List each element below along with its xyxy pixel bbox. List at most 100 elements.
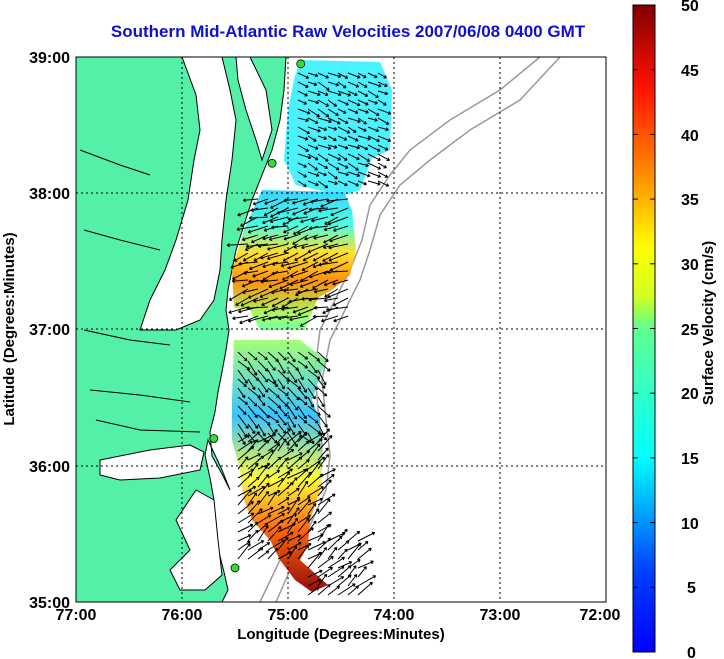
velocity-vector xyxy=(367,108,380,116)
velocity-vector xyxy=(247,508,263,524)
velocity-vector xyxy=(247,453,261,461)
velocity-vector xyxy=(307,369,321,380)
velocity-vector xyxy=(267,469,281,479)
velocity-vector xyxy=(337,565,352,578)
velocity-vector xyxy=(267,526,282,542)
velocity-vector xyxy=(347,530,361,542)
velocity-vector xyxy=(247,315,269,323)
velocity-vector xyxy=(317,117,332,124)
velocity-vector xyxy=(267,491,278,506)
velocity-vector xyxy=(377,72,387,79)
velocity-vector xyxy=(307,432,323,443)
velocity-vector xyxy=(327,99,338,107)
x-tick-label: 77:00 xyxy=(56,607,97,624)
velocity-vector xyxy=(300,216,319,224)
velocity-vector xyxy=(297,378,307,393)
velocity-vector xyxy=(347,126,357,133)
velocity-vector xyxy=(287,432,298,448)
velocity-vector xyxy=(228,306,249,314)
velocity-vector xyxy=(377,117,390,125)
velocity-vector xyxy=(237,512,255,524)
velocity-vector xyxy=(327,270,349,275)
velocity-vector xyxy=(317,405,331,418)
velocity-vector xyxy=(317,479,332,497)
velocity-vector xyxy=(307,99,320,105)
velocity-vector xyxy=(297,171,307,178)
velocity-vector xyxy=(317,360,331,372)
velocity-vector xyxy=(307,351,321,362)
velocity-vector xyxy=(247,486,266,497)
velocity-vector xyxy=(236,225,259,232)
velocity-vector xyxy=(313,288,329,294)
velocity-vector xyxy=(308,297,329,302)
velocity-vector xyxy=(325,306,349,312)
velocity-vector xyxy=(243,270,259,275)
velocity-vector xyxy=(367,144,381,152)
colorbar-ticks xyxy=(633,4,655,653)
velocity-vector xyxy=(247,547,264,560)
velocity-vector xyxy=(317,90,329,96)
x-tick-label: 74:00 xyxy=(374,607,415,624)
velocity-vector xyxy=(317,153,329,162)
velocity-vector xyxy=(257,482,270,497)
velocity-vector xyxy=(317,523,330,542)
map-title: Southern Mid-Atlantic Raw Velocities 200… xyxy=(110,22,586,41)
velocity-vector xyxy=(247,378,256,391)
velocity-vector xyxy=(347,135,359,142)
velocity-vector xyxy=(237,360,251,371)
velocity-vector xyxy=(247,351,258,361)
velocity-vector xyxy=(357,171,371,178)
velocity-vector xyxy=(307,438,323,452)
velocity-vector xyxy=(332,297,349,307)
velocity-vector xyxy=(307,502,317,515)
velocity-vector xyxy=(337,117,349,124)
grid-lines xyxy=(76,57,606,602)
velocity-vector xyxy=(307,378,318,390)
velocity-vector xyxy=(271,261,289,267)
velocity-vector xyxy=(297,351,309,360)
velocity-vector xyxy=(297,431,308,443)
colorbar-tick-label: 10 xyxy=(681,516,699,533)
velocity-vector xyxy=(337,126,351,134)
velocity-vector xyxy=(267,428,278,443)
velocity-vector xyxy=(277,468,293,479)
velocity-vector xyxy=(377,81,388,88)
velocity-vector xyxy=(297,514,311,524)
velocity-vector xyxy=(242,252,259,262)
velocity-vector xyxy=(317,351,329,363)
velocity-vector xyxy=(263,207,279,217)
velocity-vector xyxy=(308,225,329,231)
velocity-vector xyxy=(307,360,318,374)
velocity-vector xyxy=(241,234,259,242)
velocity-vector xyxy=(292,306,309,314)
velocity-vector xyxy=(317,126,328,131)
velocity-vector xyxy=(267,405,278,415)
velocity-vector xyxy=(276,207,299,215)
pamlico-sound xyxy=(169,489,223,591)
y-tick-label: 37:00 xyxy=(29,322,70,339)
velocity-vector xyxy=(327,546,338,560)
x-tick-label: 72:00 xyxy=(580,607,621,624)
velocity-vector xyxy=(247,455,265,470)
velocity-vector xyxy=(330,207,349,217)
velocity-vector xyxy=(287,517,299,533)
velocity-vector xyxy=(357,126,367,132)
albemarle-sound xyxy=(99,444,205,481)
velocity-vector xyxy=(301,243,319,250)
velocity-vector xyxy=(309,198,329,204)
velocity-vector xyxy=(271,225,289,230)
velocity-vector xyxy=(232,315,249,321)
velocity-vector xyxy=(317,144,332,150)
velocity-vector xyxy=(323,297,339,303)
velocity-vector xyxy=(297,440,310,452)
velocity-vector xyxy=(337,99,349,106)
velocity-vector xyxy=(367,117,378,122)
velocity-vector xyxy=(266,252,289,261)
velocity-vector xyxy=(247,414,259,429)
radar-stations xyxy=(209,59,306,573)
velocity-vector xyxy=(307,587,320,596)
velocity-vector xyxy=(307,497,324,506)
velocity-vector xyxy=(277,351,287,361)
velocity-vector xyxy=(292,207,309,216)
velocity-vector xyxy=(307,72,319,78)
